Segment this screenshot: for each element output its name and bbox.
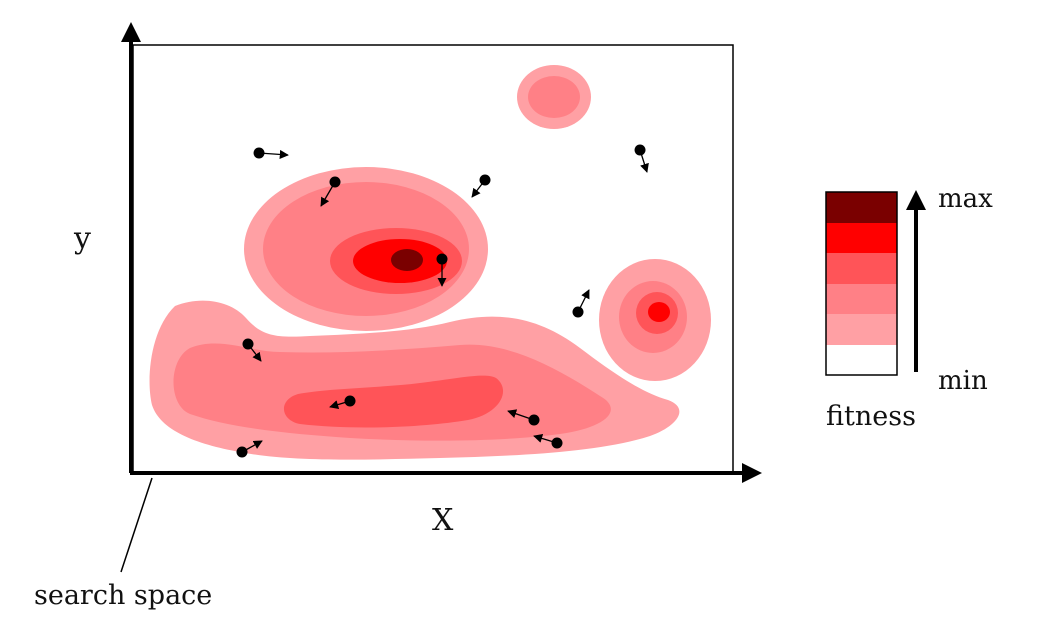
particle [634,144,649,173]
particles [236,144,649,458]
legend-swatch-level0 [826,345,897,375]
ridge-bottom [149,300,680,460]
legend-title: fitness [826,401,916,432]
particle [320,176,341,207]
particle [236,440,263,458]
particle [436,253,448,287]
x-axis-label: X [432,503,454,538]
legend-swatch-level2 [826,284,897,314]
legend-min-label: min [938,366,988,396]
particle [572,289,590,318]
peak-right [599,259,711,381]
legend-swatch-level1 [826,314,897,345]
particle [329,395,356,410]
legend-border [825,191,898,376]
fitness-legend: max min fitness [825,184,993,432]
axes [121,22,762,483]
legend-max-label: max [938,184,993,214]
legend-swatch-level5 [826,192,897,223]
particle [471,174,491,198]
peak-top-small [517,65,591,129]
legend-swatch-level3 [826,253,897,284]
search-space-pointer [120,477,153,573]
search-space-label: search space [34,580,212,611]
y-axis-label: y [73,221,91,256]
particle [533,434,563,449]
particle [253,147,289,159]
particle [507,409,540,426]
peak-global [244,167,488,331]
particle [242,338,262,362]
legend-swatch-level4 [826,223,897,253]
